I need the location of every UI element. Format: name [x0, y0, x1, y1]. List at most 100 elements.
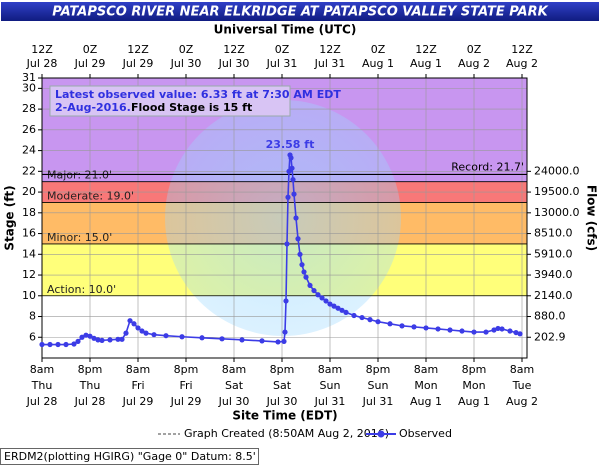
data-point — [483, 329, 489, 335]
x2-tick-date: Aug 1 — [362, 57, 394, 70]
data-point — [387, 321, 393, 327]
x-tick-label: 8pm — [462, 363, 487, 376]
x2-tick-label: 0Z — [371, 43, 386, 56]
y2-tick-label: 2140.0 — [534, 289, 573, 302]
data-point — [83, 332, 89, 338]
x-axis-title: Site Time (EDT) — [232, 409, 337, 423]
data-point — [139, 328, 145, 334]
x-tick-date: Jul 28 — [74, 395, 106, 408]
x-tick-label: 8pm — [78, 363, 103, 376]
flood-label: Minor: 15.0' — [47, 231, 112, 244]
y-tick-label: 20 — [22, 185, 36, 198]
x-tick-day: Sun — [320, 379, 341, 392]
x2-tick-label: 0Z — [83, 43, 98, 56]
data-point — [288, 155, 294, 161]
x2-tick-label: 0Z — [467, 43, 482, 56]
data-point — [289, 165, 295, 171]
y-tick-label: 31 — [22, 71, 36, 84]
x-tick-day: Fri — [131, 379, 144, 392]
data-point — [179, 334, 185, 340]
x-tick-date: Jul 30 — [266, 395, 298, 408]
x-tick-date: Jul 28 — [26, 395, 58, 408]
x2-tick-date: Jul 31 — [314, 57, 346, 70]
y-tick-label: 24 — [22, 144, 36, 157]
watermark — [165, 100, 401, 336]
data-point — [291, 191, 297, 197]
data-point — [299, 262, 305, 268]
data-point — [281, 338, 287, 345]
y-tick-label: 8 — [29, 310, 36, 323]
x-tick-day: Sat — [273, 379, 292, 392]
y-tick-label: 26 — [22, 123, 36, 136]
y-tick-label: 14 — [22, 247, 36, 260]
x-tick-day: Tue — [512, 379, 532, 392]
data-point — [275, 339, 281, 345]
data-point — [301, 269, 307, 275]
x-tick-date: Jul 31 — [362, 395, 394, 408]
data-point — [335, 305, 341, 311]
chart-title: PATAPSCO RIVER NEAR ELKRIDGE AT PATAPSCO… — [52, 5, 548, 20]
x-tick-day: Mon — [462, 379, 485, 392]
data-point — [151, 332, 157, 338]
data-point — [284, 241, 290, 247]
x-tick-label: 8am — [30, 363, 54, 376]
data-point — [99, 337, 105, 343]
y2-tick-label: 13000.0 — [534, 206, 580, 219]
data-point — [311, 287, 317, 294]
data-point — [517, 331, 523, 337]
y-tick-label: 12 — [22, 268, 36, 281]
x-tick-label: 8pm — [366, 363, 391, 376]
data-point — [239, 337, 245, 343]
x2-tick-date: Jul 30 — [218, 57, 250, 70]
data-point — [199, 335, 205, 341]
data-point — [95, 337, 101, 343]
x-tick-label: 8pm — [174, 363, 199, 376]
plot-frame — [41, 77, 528, 359]
data-point — [63, 341, 69, 348]
x2-tick-date: Jul 28 — [26, 57, 58, 70]
data-point — [331, 303, 337, 309]
data-point — [307, 282, 313, 289]
data-point — [55, 341, 61, 348]
data-point — [119, 336, 125, 342]
x-tick-day: Fri — [179, 379, 192, 392]
data-point — [75, 338, 81, 345]
plot-area: Major: 21.0' Moderate: 19.0' Minor: 15.0' A… — [41, 77, 528, 359]
legend-observed-dot — [377, 430, 385, 438]
y-axis-title: Stage (ft) — [3, 185, 17, 250]
x2-tick-date: Jul 30 — [170, 57, 202, 70]
data-point — [447, 327, 453, 333]
data-point — [495, 325, 501, 332]
x-tick-label: 8am — [222, 363, 246, 376]
x2-tick-label: 12Z — [415, 43, 437, 56]
data-point — [411, 324, 417, 330]
x-tick-date: Aug 2 — [506, 395, 538, 408]
flood-label: Major: 21.0' — [47, 169, 112, 182]
data-point — [123, 330, 129, 336]
data-point — [367, 317, 373, 323]
y-tick-label: 6 — [29, 330, 36, 343]
data-point — [339, 307, 345, 313]
data-point — [71, 341, 77, 347]
x-tick-label: 8pm — [270, 363, 295, 376]
data-point — [91, 335, 97, 341]
x-tick-date: Jul 31 — [314, 395, 346, 408]
data-point — [491, 327, 497, 333]
info-box — [49, 85, 291, 117]
data-point — [107, 337, 113, 343]
footer: ERDM2(plotting HGIRG) "Gage 0" Datum: 8.… — [4, 450, 256, 463]
data-point — [435, 326, 441, 332]
x-tick-day: Mon — [414, 379, 437, 392]
x2-tick-label: 12Z — [31, 43, 53, 56]
y-tick-label: 10 — [22, 289, 36, 302]
data-point — [375, 319, 381, 325]
y2-tick-label: 3940.0 — [534, 268, 573, 281]
data-point — [219, 336, 225, 342]
data-point — [297, 251, 303, 257]
info-line: Flood Stage is 15 ft — [131, 101, 252, 114]
data-point — [47, 341, 53, 348]
x-tick-label: 8am — [126, 363, 150, 376]
info-line: 2-Aug-2016. — [55, 101, 131, 114]
x2-tick-label: 12Z — [223, 43, 245, 56]
data-point — [351, 312, 357, 319]
